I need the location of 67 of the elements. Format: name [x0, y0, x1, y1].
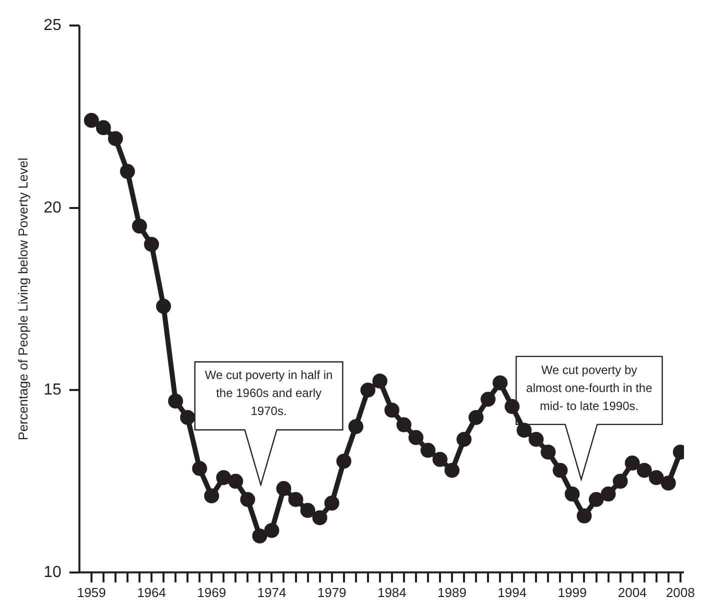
- point: [444, 462, 460, 478]
- point: [660, 476, 676, 491]
- point: [480, 392, 496, 407]
- y-tick-label: 25: [44, 17, 62, 34]
- point: [648, 470, 664, 486]
- point: [540, 444, 556, 460]
- x-tick-label: 1959: [76, 584, 106, 600]
- x-tick-label: 2004: [618, 584, 647, 600]
- annotation: We cut poverty by almost one-fourth in the mid- to late 1990s.: [526, 362, 653, 413]
- point: [96, 120, 111, 136]
- x-tick-label: 1984: [377, 584, 406, 600]
- point: [324, 496, 340, 511]
- point: [432, 452, 448, 467]
- x-tick-label: 2008: [666, 584, 695, 600]
- y-tick-label: 15: [44, 382, 62, 399]
- x-tick-label: 1994: [498, 584, 527, 600]
- x-tick-label: 1969: [197, 584, 226, 600]
- point: [600, 486, 616, 502]
- point: [420, 442, 436, 458]
- point: [492, 375, 508, 390]
- point: [312, 510, 328, 526]
- point: [372, 374, 388, 389]
- point: [396, 417, 412, 432]
- point: [552, 462, 568, 478]
- y-axis-title: Percentage of People Living below Poverty Level: [15, 158, 30, 440]
- point: [300, 502, 316, 518]
- point: [624, 456, 640, 471]
- point: [468, 410, 484, 425]
- point: [168, 394, 184, 409]
- point: [348, 419, 364, 434]
- point: [264, 522, 280, 538]
- x-tick-label: 1964: [137, 584, 166, 600]
- x-tick-label: 1989: [438, 584, 466, 600]
- point: [84, 112, 99, 128]
- point: [228, 474, 244, 489]
- point: [180, 410, 196, 425]
- point: [216, 470, 232, 486]
- annotation: We cut poverty in half in the 1960s and early 1970s.: [204, 368, 333, 418]
- point: [564, 486, 580, 502]
- point: [108, 131, 123, 146]
- point: [252, 528, 268, 544]
- point: [384, 402, 400, 418]
- point: [132, 218, 147, 234]
- point: [240, 492, 256, 507]
- point: [576, 508, 592, 524]
- point: [288, 492, 304, 507]
- point: [408, 430, 424, 446]
- point: [156, 298, 172, 314]
- point: [360, 382, 376, 398]
- point: [528, 432, 544, 447]
- point: [276, 481, 292, 496]
- y-tick-label: 20: [44, 199, 62, 216]
- point: [120, 164, 135, 179]
- x-tick-label: 1974: [257, 584, 286, 600]
- x-tick-label: 1999: [558, 584, 587, 600]
- point: [504, 399, 520, 414]
- point: [456, 432, 472, 447]
- point: [192, 461, 208, 476]
- point: [336, 454, 352, 469]
- point: [588, 492, 604, 507]
- point: [636, 462, 652, 478]
- x-tick-label: 1979: [317, 584, 346, 600]
- point: [516, 422, 532, 438]
- y-tick-label: 10: [44, 564, 62, 581]
- point: [144, 236, 160, 252]
- point: [204, 488, 220, 504]
- point: [612, 474, 628, 489]
